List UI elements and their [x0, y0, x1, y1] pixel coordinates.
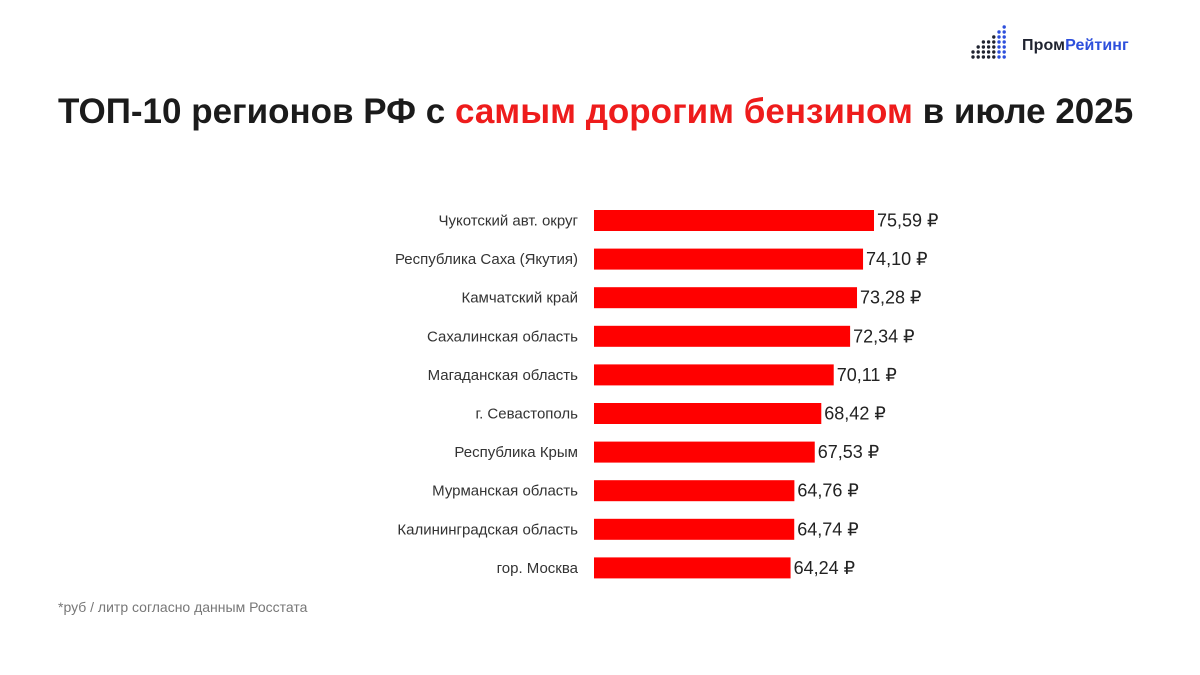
value-label: 73,28 ₽: [860, 288, 922, 308]
bar-chart: Чукотский авт. округ 75,59 ₽ Республика Са…: [395, 210, 939, 579]
category-label: Сахалинская область: [427, 328, 578, 345]
logo-dot: [992, 35, 996, 39]
bar: [594, 210, 874, 231]
bar: [594, 518, 795, 540]
title-highlight: самым дорогим бензином: [454, 92, 913, 131]
category-label: гор. Москва: [497, 560, 579, 577]
logo-dot: [997, 40, 1001, 44]
category-label: Камчатский край: [461, 290, 578, 307]
value-label: 74,10 ₽: [866, 249, 928, 269]
value-label: 64,24 ₽: [794, 558, 856, 578]
category-label: Магаданская область: [428, 367, 579, 384]
logo-dot: [1002, 35, 1006, 39]
value-label: 68,42 ₽: [824, 404, 886, 424]
brand-name-part2: Рейтинг: [1065, 37, 1129, 54]
logo-dot: [1002, 25, 1006, 29]
logo-dot: [976, 55, 980, 59]
logo-dot: [992, 40, 996, 44]
bar: [594, 287, 858, 309]
logo-dot: [976, 50, 980, 54]
category-label: г. Севастополь: [475, 406, 578, 423]
brand-name-part1: Пром: [1022, 37, 1066, 54]
category-label: Республика Саха (Якутия): [395, 251, 578, 268]
logo-dot: [981, 55, 986, 59]
logo-dot: [986, 45, 991, 49]
logo-dot: [992, 45, 996, 49]
bar: [594, 480, 795, 502]
logo-dot: [997, 30, 1001, 34]
logo-dot: [981, 50, 986, 54]
bar: [594, 557, 791, 579]
bar: [594, 325, 851, 347]
bar: [594, 364, 834, 386]
logo-dot: [971, 50, 975, 54]
page-title: ТОП-10 регионов РФ с самым дорогим бензи…: [58, 90, 1158, 134]
logo-dot: [986, 50, 991, 54]
logo-dots-icon: [971, 25, 1006, 59]
logo-dot: [1002, 30, 1006, 34]
logo-dot: [976, 45, 980, 49]
footnote: *руб / литр согласно данным Росстата: [58, 599, 308, 615]
logo-dot: [997, 55, 1001, 59]
value-label: 72,34 ₽: [853, 326, 915, 346]
category-label: Чукотский авт. округ: [438, 213, 578, 230]
logo-dot: [997, 35, 1001, 39]
logo-dot: [1002, 45, 1006, 49]
logo-dot: [1002, 50, 1006, 54]
value-label: 75,59 ₽: [877, 211, 939, 231]
title-part1: ТОП-10 регионов РФ с: [58, 92, 455, 131]
logo-dot: [986, 40, 991, 44]
logo-dot: [1002, 40, 1006, 44]
logo-dot: [971, 55, 975, 59]
logo-dot: [981, 45, 986, 49]
value-label: 67,53 ₽: [818, 442, 880, 462]
logo-dot: [986, 55, 991, 59]
logo-dot: [992, 55, 996, 59]
brand-logo: ПромРейтинг: [970, 24, 1170, 64]
logo-dot: [1002, 55, 1006, 59]
category-label: Республика Крым: [454, 444, 578, 461]
title-part2: в июле 2025: [912, 92, 1134, 131]
logo-dot: [997, 50, 1001, 54]
bar: [594, 403, 822, 424]
logo-dot: [997, 45, 1001, 49]
category-label: Мурманская область: [432, 483, 578, 500]
value-label: 64,74 ₽: [797, 519, 859, 539]
logo-dot: [992, 50, 996, 54]
value-label: 70,11 ₽: [837, 365, 897, 385]
category-label: Калининградская область: [397, 521, 578, 538]
logo-dot: [981, 40, 986, 44]
brand-name: ПромРейтинг: [1022, 37, 1129, 55]
bar: [594, 441, 815, 463]
bar: [594, 248, 864, 270]
value-label: 64,76 ₽: [797, 481, 859, 501]
